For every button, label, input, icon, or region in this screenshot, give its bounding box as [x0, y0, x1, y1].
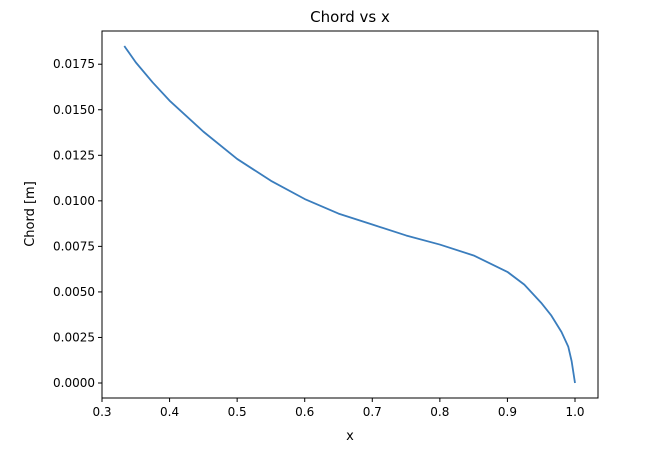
series-line [123, 45, 576, 384]
y-axis-ticks: 0.0000 0.0025 0.0050 0.0075 0.0100 0.0125 0.01… [53, 57, 102, 390]
chart-title: Chord vs x [310, 8, 390, 26]
plot-area-frame [101, 30, 599, 399]
y-tick-label: 0.0075 [53, 239, 95, 253]
y-axis-label: Chord [m] [23, 181, 38, 247]
y-tick-label: 0.0125 [53, 148, 95, 162]
y-tick-label: 0.0050 [53, 285, 95, 299]
series-layer [123, 45, 576, 384]
x-tick-label: 0.3 [92, 405, 111, 419]
y-tick-label: 0.0100 [53, 194, 95, 208]
y-tick-label: 0.0025 [53, 330, 95, 344]
x-tick-label: 1.0 [565, 405, 584, 419]
x-tick-label: 0.8 [430, 405, 449, 419]
x-tick-label: 0.5 [228, 405, 247, 419]
x-tick-label: 0.4 [160, 405, 179, 419]
x-axis-label: x [346, 429, 354, 444]
y-tick-label: 0.0000 [53, 376, 95, 390]
x-axis-ticks: 0.3 0.4 0.5 0.6 0.7 0.8 0.9 1.0 [92, 398, 585, 419]
x-tick-label: 0.6 [295, 405, 314, 419]
y-tick-label: 0.0150 [53, 103, 95, 117]
y-tick-label: 0.0175 [53, 57, 95, 71]
x-tick-label: 0.7 [363, 405, 382, 419]
x-tick-label: 0.9 [498, 405, 517, 419]
